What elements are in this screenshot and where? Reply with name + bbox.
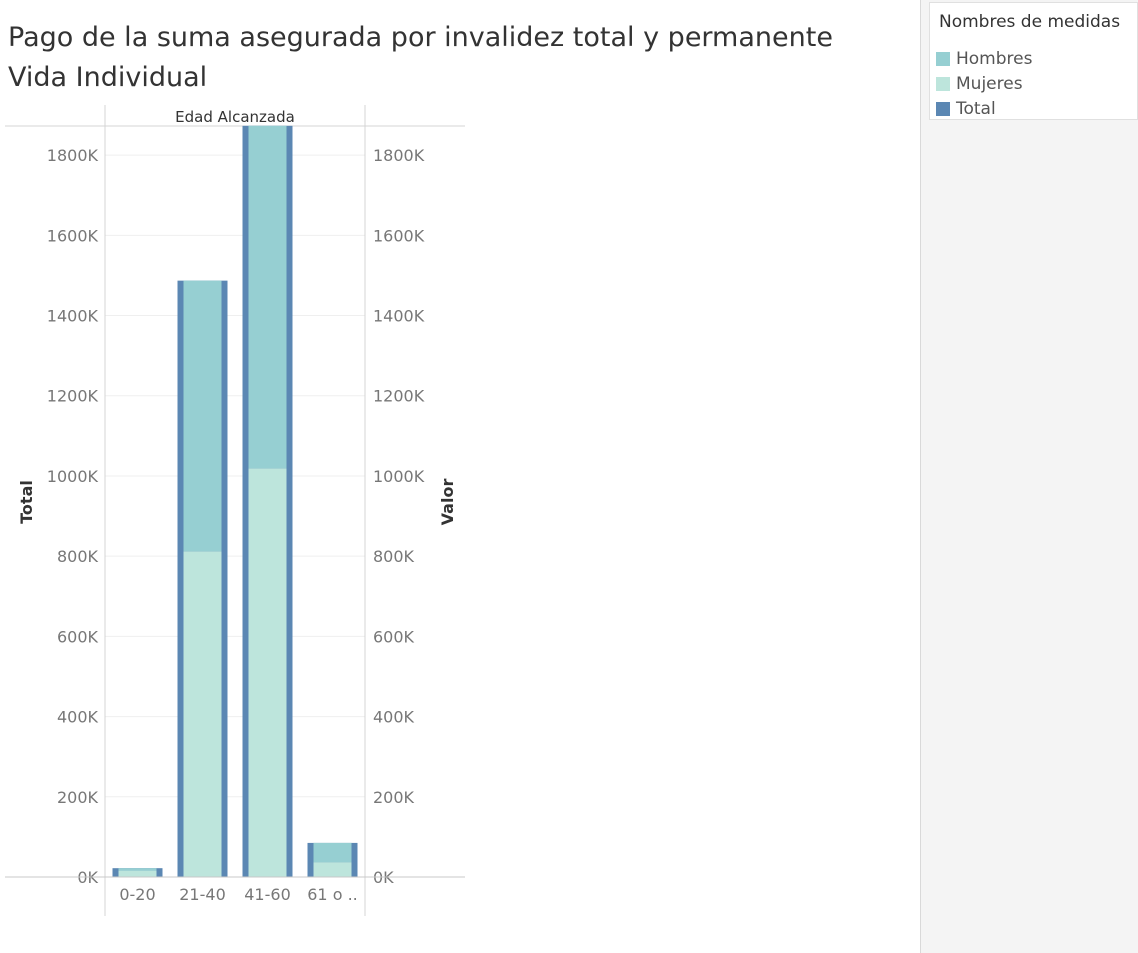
legend-item-mujeres[interactable]: Mujeres: [936, 74, 1136, 96]
left-tick-label: 400K: [57, 708, 99, 727]
left-tick-label: 600K: [57, 627, 99, 646]
bar-hombres: [183, 280, 222, 552]
bar-mujeres: [248, 468, 287, 877]
category-label: 41-60: [244, 885, 291, 904]
gridlines: [105, 154, 365, 798]
right-axis-title: Valor: [438, 479, 457, 526]
legend-label-hombres: Hombres: [956, 49, 1033, 69]
legend-swatch-total: [936, 102, 950, 116]
left-tick-label: 1000K: [47, 467, 99, 486]
right-tick-label: 1000K: [373, 467, 425, 486]
legend-swatch-mujeres: [936, 77, 950, 91]
bar-hombres: [313, 842, 352, 863]
chart-title: Pago de la suma asegurada por invalidez …: [8, 18, 833, 98]
bar-mujeres: [313, 862, 352, 877]
right-tick-label: 600K: [373, 627, 415, 646]
chart-title-line-1: Pago de la suma asegurada por invalidez …: [8, 22, 833, 53]
legend-label-total: Total: [956, 99, 996, 119]
right-tick-label: 1400K: [373, 307, 425, 326]
right-tick-label: 1200K: [373, 387, 425, 406]
right-tick-label: 400K: [373, 708, 415, 727]
right-tick-label: 800K: [373, 547, 415, 566]
chart-area: Edad Alcanzada Total Valor 0K200K400K600…: [5, 105, 465, 916]
category-labels: 0-20 21-40 41-60 61 o ..: [119, 885, 357, 904]
left-axis-ticks: 0K200K400K600K800K1000K1200K1400K1600K18…: [47, 146, 99, 887]
chart-frame: [5, 105, 465, 916]
bar-hombres: [118, 868, 157, 871]
legend-swatch-hombres: [936, 52, 950, 66]
bar-mujeres: [183, 551, 222, 877]
bars: [112, 125, 358, 877]
left-tick-label: 1200K: [47, 387, 99, 406]
left-axis-title: Total: [17, 480, 36, 524]
legend[interactable]: Nombres de medidas Hombres Mujeres Total: [929, 2, 1138, 120]
right-panel: [920, 0, 1138, 953]
category-label: 0-20: [119, 885, 155, 904]
left-tick-label: 800K: [57, 547, 99, 566]
left-tick-label: 1800K: [47, 146, 99, 165]
column-header: Edad Alcanzada: [175, 108, 295, 126]
right-axis-ticks: 0K200K400K600K800K1000K1200K1400K1600K18…: [373, 146, 425, 887]
right-tick-label: 200K: [373, 788, 415, 807]
legend-label-mujeres: Mujeres: [956, 74, 1023, 94]
legend-title: Nombres de medidas: [939, 12, 1121, 32]
bar-mujeres: [118, 870, 157, 877]
category-label: 61 o ..: [307, 885, 358, 904]
legend-item-hombres[interactable]: Hombres: [936, 49, 1136, 71]
left-tick-label: 1600K: [47, 226, 99, 245]
left-tick-label: 200K: [57, 788, 99, 807]
bar-hombres: [248, 125, 287, 469]
right-tick-label: 1800K: [373, 146, 425, 165]
legend-item-total[interactable]: Total: [936, 99, 1136, 121]
category-label: 21-40: [179, 885, 226, 904]
left-tick-label: 1400K: [47, 307, 99, 326]
chart-title-line-2: Vida Individual: [8, 62, 208, 93]
right-tick-label: 1600K: [373, 226, 425, 245]
